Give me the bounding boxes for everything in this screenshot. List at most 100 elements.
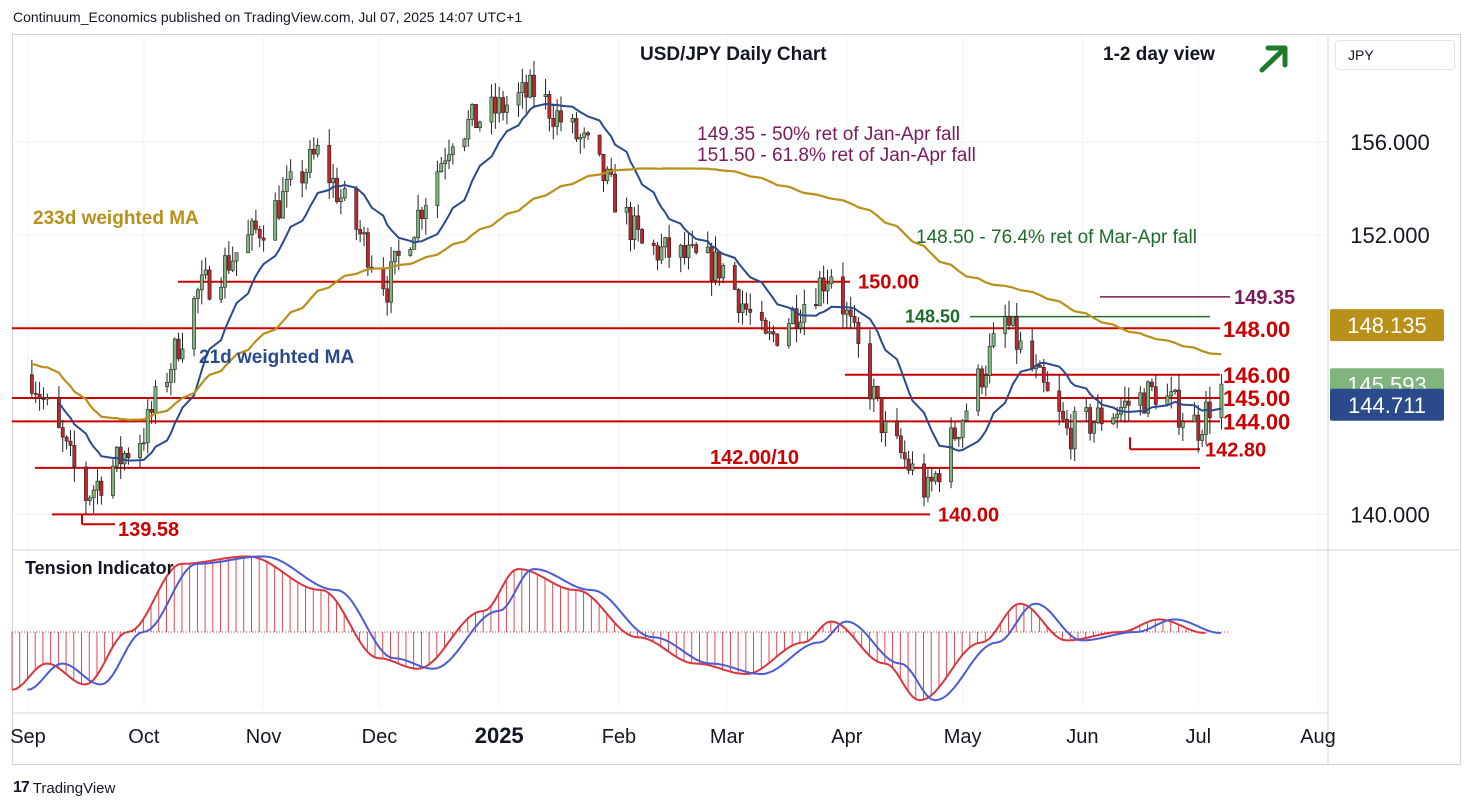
candle-body: [489, 96, 494, 123]
candle: [516, 82, 521, 117]
candle: [528, 69, 532, 99]
candle-body: [1045, 382, 1050, 392]
candle-body: [91, 489, 96, 499]
candle: [524, 74, 529, 113]
candle-body: [1088, 407, 1093, 434]
candle-body: [802, 304, 807, 323]
candle: [176, 332, 181, 362]
candle: [748, 293, 753, 325]
candle-body: [976, 368, 981, 412]
tradingview-logo[interactable]: 17 TradingView: [13, 779, 115, 797]
candle-body: [605, 168, 610, 182]
level-label-146: 146.00: [1223, 363, 1290, 388]
candle-body: [852, 316, 857, 323]
candle: [84, 461, 88, 515]
candle: [338, 188, 343, 215]
candle: [354, 185, 359, 241]
candle: [983, 365, 988, 397]
candle: [717, 251, 722, 286]
candle: [60, 419, 65, 453]
candle-body: [1014, 316, 1019, 350]
currency-selector[interactable]: JPY: [1335, 40, 1455, 70]
candle: [219, 277, 224, 304]
candle-body: [991, 333, 996, 347]
candle-body: [41, 398, 46, 400]
candle-body: [165, 382, 169, 387]
candle: [721, 263, 726, 284]
publisher-caption: Continuum_Economics published on Trading…: [13, 9, 523, 25]
candle: [315, 138, 320, 158]
x-tick-label: Apr: [831, 726, 862, 748]
candle-body: [740, 303, 745, 313]
candle-body: [1180, 421, 1185, 428]
price-badge: 144.711: [1330, 388, 1444, 421]
candle-body: [624, 206, 629, 213]
candle-body: [883, 421, 888, 433]
candle: [686, 232, 691, 270]
candle: [663, 236, 668, 259]
candle: [246, 219, 251, 253]
candle-body: [126, 453, 131, 459]
candle: [655, 241, 660, 271]
candle-body: [736, 289, 741, 313]
candle-body: [331, 177, 336, 184]
candle: [570, 114, 575, 134]
candle: [976, 364, 981, 416]
chart-title: USD/JPY Daily Chart: [640, 44, 827, 65]
x-tick-label: Jul: [1185, 726, 1211, 748]
candle: [1057, 374, 1062, 426]
candle: [1146, 380, 1150, 418]
candle-body: [898, 435, 903, 453]
candle-body: [176, 338, 181, 360]
candle-body: [230, 260, 235, 271]
candle-body: [844, 309, 849, 315]
candle-body: [439, 163, 444, 173]
support-resistance-levels: [12, 280, 1230, 526]
candle: [709, 242, 714, 296]
candle-body: [1150, 381, 1154, 387]
candle: [33, 381, 38, 403]
candle: [767, 321, 772, 341]
candle-body: [829, 276, 834, 285]
candle-body: [497, 97, 502, 114]
candle-body: [732, 265, 737, 290]
candle: [1088, 403, 1093, 441]
candle-body: [393, 250, 397, 263]
candle: [744, 292, 749, 316]
level-label-148-50: 148.50: [905, 307, 960, 327]
candle-body: [443, 160, 448, 164]
candle-body: [841, 276, 845, 315]
candle: [817, 270, 822, 307]
candle-body: [1173, 389, 1177, 392]
candle-body: [559, 110, 563, 123]
candle: [1180, 413, 1185, 441]
candle: [802, 289, 807, 336]
candle-body: [937, 473, 942, 483]
candle: [165, 372, 169, 393]
candle: [771, 325, 776, 343]
candle-body: [814, 304, 818, 307]
candle-body: [686, 244, 691, 259]
candle-body: [868, 343, 872, 400]
x-tick-label: Jun: [1066, 726, 1098, 748]
candle-body: [1038, 365, 1042, 368]
candle-body: [385, 288, 390, 303]
candle-body: [288, 171, 293, 180]
candle-body: [1018, 340, 1023, 350]
candle: [613, 164, 617, 213]
candlestick-series: [29, 60, 1224, 515]
candle-body: [1196, 414, 1201, 441]
candle: [56, 386, 61, 429]
candle: [551, 103, 556, 140]
candle-body: [713, 251, 718, 281]
candle-body: [1099, 407, 1104, 425]
candle: [126, 447, 131, 465]
candle-body: [416, 209, 420, 238]
candle: [829, 269, 834, 289]
candle-body: [1061, 411, 1065, 420]
candle-body: [744, 303, 749, 310]
candle-body: [902, 452, 907, 460]
candle: [883, 411, 888, 447]
ma21-line: [58, 102, 1222, 462]
